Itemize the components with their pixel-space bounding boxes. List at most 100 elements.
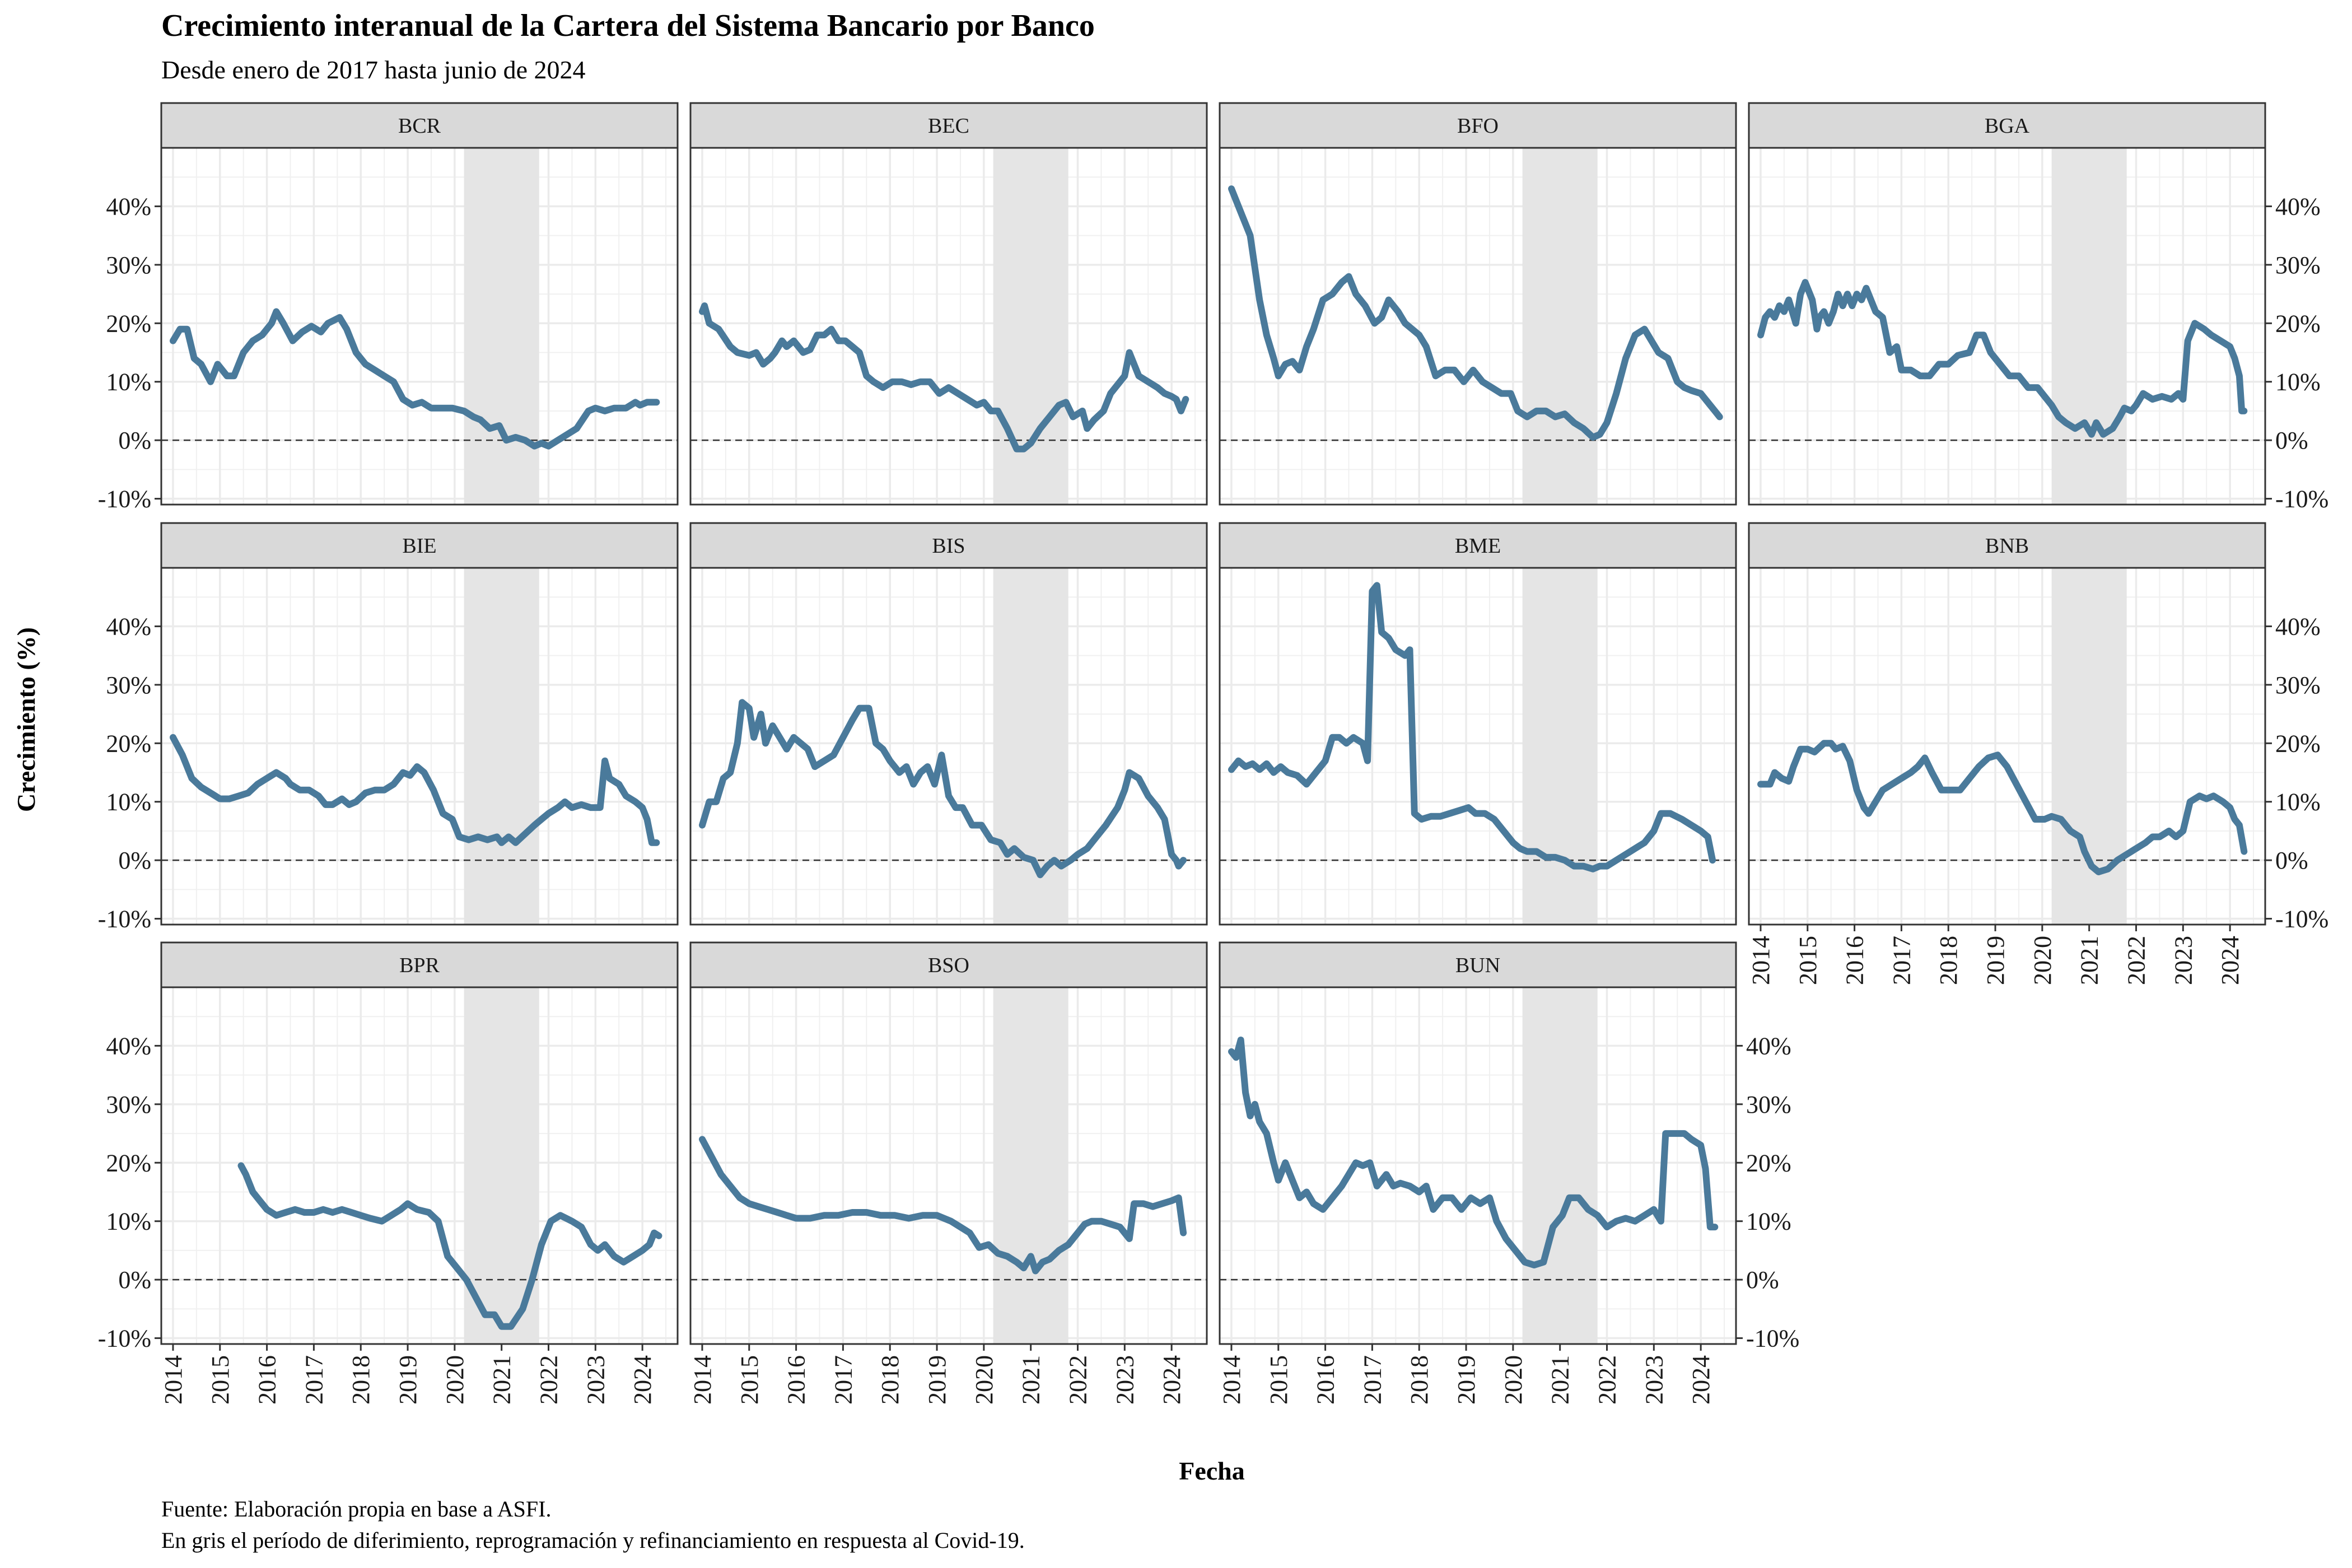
- y-tick-label: 0%: [118, 427, 151, 454]
- y-tick-label: 30%: [1746, 1091, 1791, 1118]
- x-tick-label: 2020: [441, 1355, 469, 1404]
- covid-shaded-period: [464, 568, 539, 925]
- panel-border: [689, 147, 1208, 506]
- x-tick-label: 2014: [160, 1355, 187, 1404]
- facet-strip: [160, 102, 679, 149]
- y-tick-label: 40%: [2275, 193, 2321, 220]
- facet-panel-bso: BSO 2014 2015 2016 2017 2018 2019 2020 2021 2022 2…: [689, 941, 1208, 1404]
- series-line-bfo: [1228, 185, 1723, 441]
- facet-strip: [1748, 522, 2266, 569]
- y-tick-label: 20%: [106, 310, 151, 337]
- x-tick-label: 2022: [1065, 1355, 1092, 1404]
- facet-panel-bun: BUN -10% 0% 10% 20% 30% 40% 2014 2015 2016 2017 201…: [1218, 941, 1799, 1404]
- facet-panel-bec: BEC: [689, 102, 1208, 506]
- x-tick-label: 2024: [629, 1355, 656, 1404]
- x-tick-label: 2015: [207, 1355, 234, 1404]
- y-tick-label: -10%: [98, 906, 151, 933]
- panel-border: [1219, 147, 1737, 506]
- x-tick-label: 2015: [1265, 1355, 1292, 1404]
- caption-note: En gris el período de diferimiento, repr…: [161, 1528, 1025, 1553]
- y-tick-label: 30%: [2275, 671, 2321, 699]
- x-tick-label: 2017: [1888, 936, 1915, 985]
- series-line-bga: [1757, 279, 2248, 438]
- series-line-bun: [1228, 1037, 1719, 1268]
- y-tick-label: 10%: [106, 788, 151, 816]
- covid-shaded-period: [1522, 568, 1598, 925]
- x-tick-label: 2019: [394, 1355, 422, 1404]
- covid-shaded-period: [993, 568, 1068, 925]
- y-tick-label: 20%: [1746, 1149, 1791, 1177]
- series-line-bcr: [170, 308, 660, 450]
- y-tick-label: 0%: [118, 1266, 151, 1294]
- facet-strip: [689, 102, 1208, 149]
- x-tick-label: 2018: [1406, 1355, 1433, 1404]
- covid-shaded-period: [1522, 987, 1598, 1344]
- x-tick-label: 2016: [1841, 936, 1869, 985]
- panel-border: [689, 567, 1208, 926]
- facet-panel-bie: BIE -10% 0% 10% 20% 30% 40%: [98, 522, 679, 933]
- x-tick-label: 2024: [1158, 1355, 1186, 1404]
- facet-strip-label: BEC: [928, 114, 969, 138]
- y-tick-label: 0%: [2275, 847, 2308, 874]
- facet-strip-label: BPR: [399, 954, 440, 977]
- x-tick-label: 2017: [1359, 1355, 1386, 1404]
- facet-panel-bis: BIS: [689, 522, 1208, 926]
- y-tick-label: 20%: [106, 730, 151, 757]
- x-tick-label: 2019: [923, 1355, 951, 1404]
- covid-shaded-period: [993, 148, 1068, 505]
- y-tick-label: 10%: [1746, 1208, 1791, 1235]
- facet-strip-label: BIE: [402, 534, 436, 558]
- x-tick-label: 2019: [1453, 1355, 1480, 1404]
- x-tick-label: 2020: [1500, 1355, 1527, 1404]
- panel-border: [1219, 567, 1737, 926]
- facet-strip-label: BCR: [398, 114, 441, 138]
- series-line-bpr: [237, 1162, 662, 1330]
- x-tick-label: 2015: [736, 1355, 763, 1404]
- chart-title: Crecimiento interanual de la Cartera del…: [161, 8, 1095, 43]
- x-tick-label: 2024: [1687, 1355, 1715, 1404]
- panel-border: [689, 986, 1208, 1345]
- covid-shaded-period: [2051, 148, 2127, 505]
- facet-panel-bfo: BFO: [1219, 102, 1737, 506]
- y-axis-title: Crecimiento (%): [12, 627, 40, 812]
- y-tick-label: -10%: [1746, 1325, 1799, 1352]
- y-tick-label: 30%: [106, 251, 151, 279]
- y-tick-label: 10%: [106, 368, 151, 396]
- y-tick-label: 40%: [106, 193, 151, 220]
- facet-strip: [160, 522, 679, 569]
- x-tick-label: 2016: [254, 1355, 281, 1404]
- x-tick-label: 2014: [689, 1355, 716, 1404]
- facet-panel-bga: BGA -10% 0% 10% 20% 30% 40%: [1748, 102, 2328, 513]
- y-tick-label: 20%: [2275, 730, 2321, 757]
- series-line-bso: [699, 1136, 1187, 1275]
- x-tick-label: 2016: [1312, 1355, 1340, 1404]
- x-tick-label: 2024: [2216, 936, 2244, 985]
- series-line-bis: [699, 699, 1187, 879]
- facet-strip-label: BME: [1455, 534, 1501, 558]
- x-tick-label: 2021: [2076, 936, 2103, 985]
- facet-strip: [1219, 941, 1737, 988]
- y-tick-label: 0%: [1746, 1266, 1779, 1294]
- x-tick-label: 2015: [1794, 936, 1822, 985]
- x-axis-title: Fecha: [1179, 1457, 1245, 1485]
- y-tick-label: 30%: [106, 671, 151, 699]
- x-tick-label: 2020: [2029, 936, 2056, 985]
- x-tick-label: 2018: [1935, 936, 1962, 985]
- x-tick-label: 2018: [876, 1355, 904, 1404]
- panel-border: [160, 986, 679, 1345]
- y-tick-label: -10%: [2275, 486, 2328, 513]
- series-line-bme: [1228, 582, 1716, 872]
- panel-border: [1748, 147, 2266, 506]
- x-tick-label: 2019: [1982, 936, 2009, 985]
- facet-panels: BCR -10% 0% 10% 20% 30% 40% BEC BFO BGA -10% 0% 10% 2…: [98, 102, 2328, 1404]
- facet-panel-bcr: BCR -10% 0% 10% 20% 30% 40%: [98, 102, 679, 513]
- x-tick-label: 2023: [1640, 1355, 1668, 1404]
- y-tick-label: 20%: [106, 1149, 151, 1177]
- x-tick-label: 2017: [300, 1355, 328, 1404]
- facet-strip: [689, 522, 1208, 569]
- y-tick-label: 20%: [2275, 310, 2321, 337]
- y-tick-label: 30%: [106, 1091, 151, 1118]
- x-tick-label: 2021: [1547, 1355, 1574, 1404]
- facet-strip-label: BSO: [928, 954, 969, 977]
- x-tick-label: 2023: [1111, 1355, 1138, 1404]
